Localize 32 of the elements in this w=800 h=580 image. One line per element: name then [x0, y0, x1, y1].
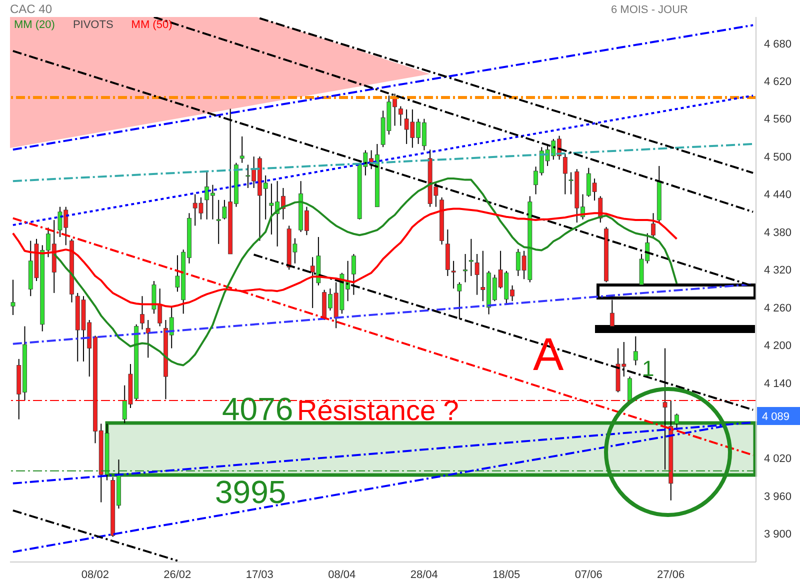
chart-subtitle: 6 MOIS - JOUR	[610, 4, 688, 16]
text: MM (20)	[14, 19, 55, 31]
y-tick-label: 4 200	[764, 340, 792, 352]
text: MM (50)	[131, 19, 172, 31]
chart-title: CAC 40	[10, 2, 52, 16]
annotation: PIVOTS	[72, 19, 114, 31]
y-tick-label: 4 020	[764, 453, 792, 466]
y-tick-label: 4 260	[764, 302, 792, 314]
x-tick-label: 17/03	[246, 568, 274, 580]
y-tick-label: 4 380	[764, 226, 792, 239]
text: 4 089	[762, 411, 790, 423]
x-tick-label: 08/04	[328, 568, 356, 580]
y-tick-label: 4 140	[764, 378, 792, 390]
y-tick-label: 4 620	[764, 76, 792, 88]
y-tick-label: 4 500	[764, 151, 792, 164]
x-tick-label: 26/02	[164, 568, 192, 580]
y-tick-label: 3 900	[764, 528, 792, 541]
x-tick-label: 08/02	[81, 568, 109, 580]
y-tick-label: 4 560	[764, 114, 792, 126]
x-tick-label: 07/06	[574, 568, 602, 580]
x-tick-label: 28/04	[410, 568, 438, 580]
annotation: A	[533, 328, 564, 380]
annotation: 3995	[215, 474, 286, 510]
x-tick-label: 27/06	[657, 568, 685, 580]
annotation: 1	[642, 356, 654, 381]
y-tick-label: 3 960	[764, 490, 792, 503]
annotation: 4076	[222, 391, 294, 427]
x-tick-label: 18/05	[492, 568, 520, 580]
y-tick-label: 4 320	[764, 264, 792, 277]
annotation: Résistance ?	[297, 395, 459, 426]
y-tick-label: 4 440	[764, 189, 792, 202]
y-tick-label: 4 680	[764, 38, 792, 50]
